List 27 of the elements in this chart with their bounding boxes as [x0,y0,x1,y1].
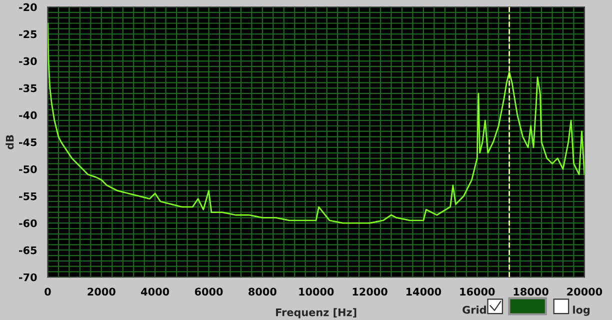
x-tick-label: 18000 [514,288,548,296]
x-tick-label: 4000 [141,288,170,296]
x-tick-label: 12000 [352,288,388,296]
y-tick-label: -55 [19,192,37,200]
y-tick-label: -20 [19,3,37,12]
x-tick-label: 0 [44,288,51,296]
text: log [573,306,590,316]
x-tick-label: 8000 [248,288,276,296]
x-tick-label: 6000 [194,288,223,296]
x-tick-label: 10000 [299,288,334,296]
x-tick-label: 14000 [406,288,442,296]
y-tick-label: -50 [19,165,37,174]
y-tick-label: -40 [19,111,37,120]
y-tick-label: -45 [19,138,37,146]
y-tick-label: -35 [19,84,37,92]
y-tick-label: -60 [19,219,37,228]
y-tick-label: -65 [19,246,37,254]
y-tick-label: -70 [19,273,37,282]
text: Grid [462,306,486,314]
y-axis-title: dB [6,135,14,150]
x-axis-title: Frequenz [Hz] [276,308,356,318]
x-tick-label: 2000 [88,288,116,296]
line-series [48,22,584,224]
y-tick-label: -25 [19,30,37,38]
y-tick-label: -30 [19,57,37,66]
x-tick-label: 20000 [567,288,602,296]
x-tick-label: 16000 [460,288,495,296]
